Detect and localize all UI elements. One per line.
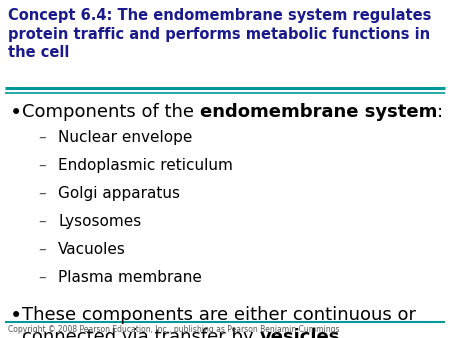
Text: vesicles: vesicles: [259, 328, 340, 338]
Text: connected via transfer by: connected via transfer by: [22, 328, 259, 338]
Text: :: :: [437, 103, 443, 121]
Text: •: •: [10, 306, 22, 326]
Text: –: –: [38, 270, 45, 285]
Text: •: •: [10, 103, 22, 123]
Text: –: –: [38, 158, 45, 173]
Text: Nuclear envelope: Nuclear envelope: [58, 130, 193, 145]
Text: Copyright © 2008 Pearson Education, Inc., publishing as Pearson Benjamin Cumming: Copyright © 2008 Pearson Education, Inc.…: [8, 325, 339, 334]
Text: –: –: [38, 242, 45, 257]
Text: –: –: [38, 130, 45, 145]
Text: Golgi apparatus: Golgi apparatus: [58, 186, 180, 201]
Text: These components are either continuous or: These components are either continuous o…: [22, 306, 416, 324]
Text: Vacuoles: Vacuoles: [58, 242, 126, 257]
Text: Components of the: Components of the: [22, 103, 200, 121]
Text: –: –: [38, 186, 45, 201]
Text: –: –: [38, 214, 45, 229]
Text: Lysosomes: Lysosomes: [58, 214, 141, 229]
Text: Plasma membrane: Plasma membrane: [58, 270, 202, 285]
Text: endomembrane system: endomembrane system: [200, 103, 437, 121]
Text: Endoplasmic reticulum: Endoplasmic reticulum: [58, 158, 233, 173]
Text: Concept 6.4: The endomembrane system regulates
protein traffic and performs meta: Concept 6.4: The endomembrane system reg…: [8, 8, 432, 60]
